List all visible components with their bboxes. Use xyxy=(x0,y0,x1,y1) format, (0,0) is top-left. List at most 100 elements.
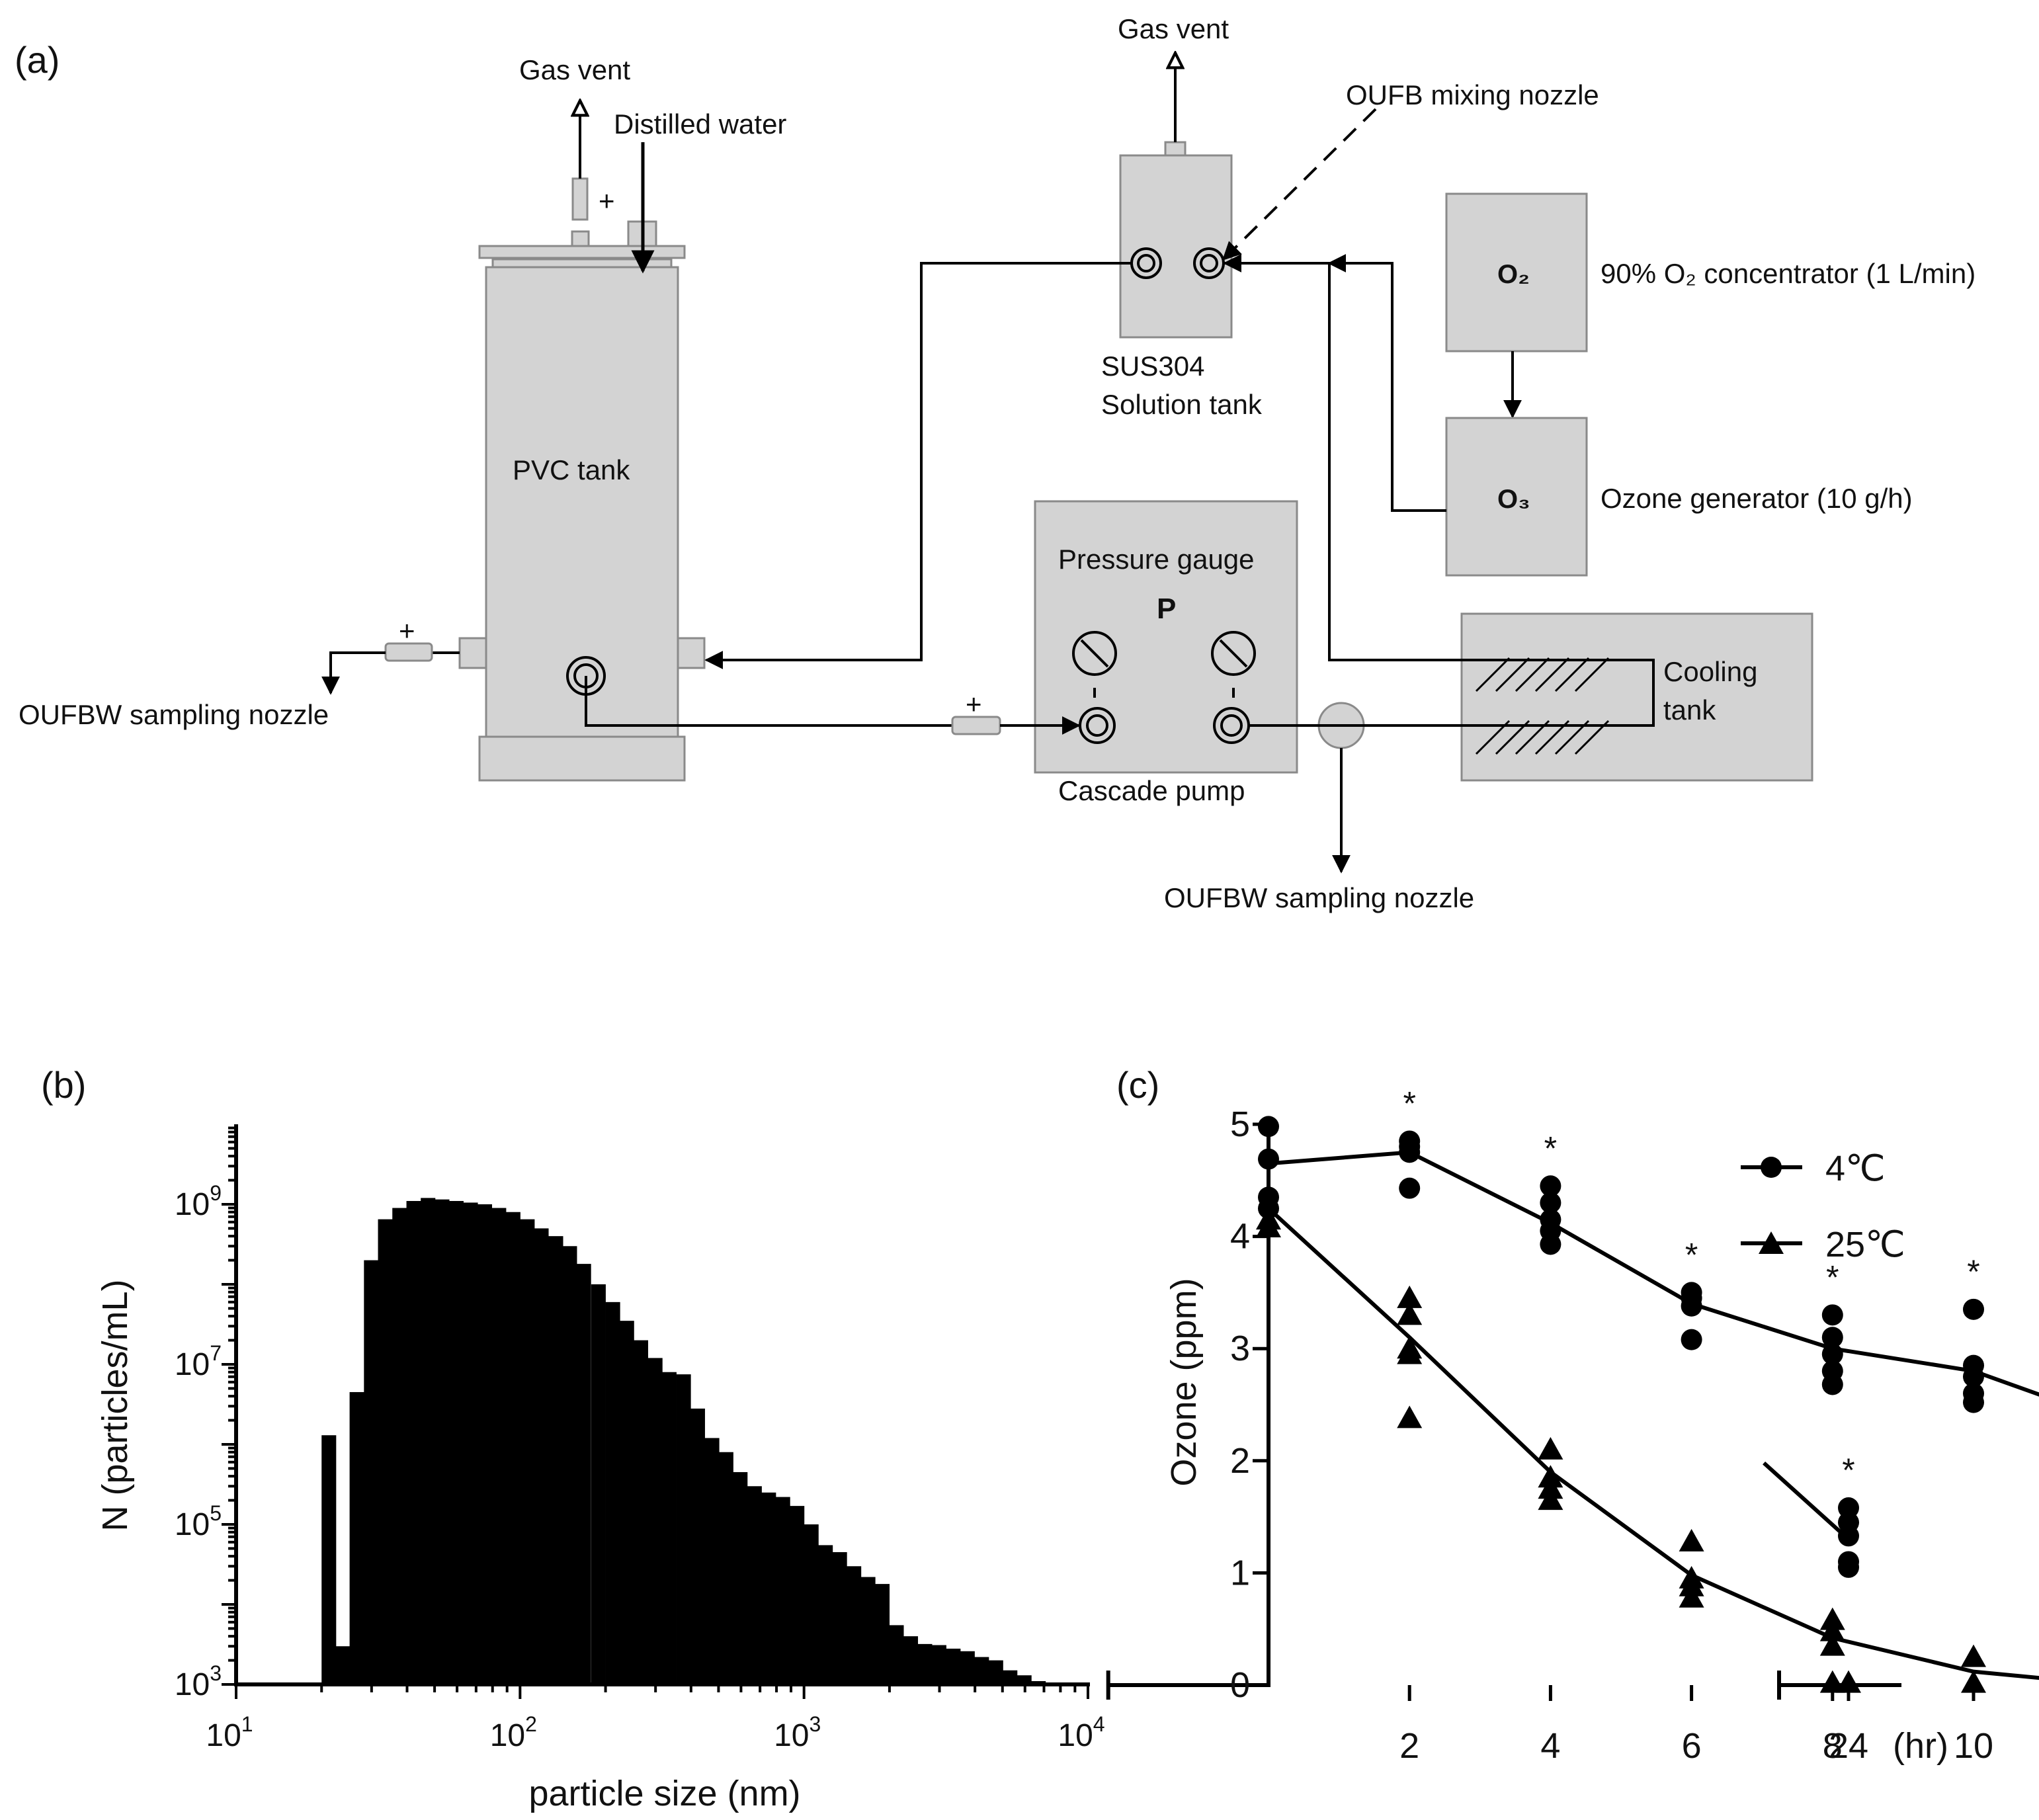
significance-star: * xyxy=(1826,1259,1839,1296)
tank-to-pump-pipe xyxy=(585,676,952,727)
ozone-feed-pipe xyxy=(1327,254,1446,512)
x-tick-label: 104 xyxy=(1058,1712,1104,1753)
solution-tank-label-1: SUS304 xyxy=(1101,351,1204,382)
data-point-4c xyxy=(1963,1298,1984,1320)
histogram-bar xyxy=(406,1200,421,1684)
data-point-4c xyxy=(1540,1233,1561,1255)
histogram-bar xyxy=(747,1486,762,1684)
data-point-4c xyxy=(1838,1497,1859,1519)
histogram-bar xyxy=(988,1660,1003,1684)
y-tick-label: 109 xyxy=(175,1181,222,1222)
histogram-bar xyxy=(520,1219,535,1684)
histogram-bar xyxy=(818,1545,833,1684)
y-tick-label: 103 xyxy=(175,1661,222,1702)
histogram-bar xyxy=(562,1246,577,1684)
histogram-bar xyxy=(974,1657,989,1684)
significance-star: * xyxy=(1544,1130,1557,1167)
histogram-bar xyxy=(832,1551,847,1684)
data-point-4c xyxy=(1681,1329,1702,1350)
o3-label: Ozone generator (10 g/h) xyxy=(1601,483,1913,514)
data-point-4c xyxy=(1540,1192,1561,1214)
y-axis-label: Ozone (ppm) xyxy=(1164,1278,1204,1486)
histogram-bar xyxy=(633,1340,648,1684)
legend-label-25c: 25℃ xyxy=(1825,1225,1905,1264)
cascade-pump: Pressure gauge P Cascade pump xyxy=(1034,500,1298,806)
data-point-4c xyxy=(1258,1116,1279,1138)
tick-labels: 2468101224012345 xyxy=(1230,1104,1993,1766)
x-tick-label: 6 xyxy=(1682,1726,1702,1766)
significance-star: * xyxy=(1403,1085,1415,1122)
data-point-4c xyxy=(1399,1141,1421,1163)
pvc-tank: + PVC tank xyxy=(458,177,706,782)
histogram-bar xyxy=(690,1408,705,1684)
pvc-tank-left-port xyxy=(458,637,487,669)
pressure-gauge-icon xyxy=(1211,631,1256,698)
histogram-bar xyxy=(1003,1670,1018,1684)
histogram-bar xyxy=(761,1492,776,1684)
histogram-bar xyxy=(534,1228,549,1684)
data-point-4c xyxy=(1821,1374,1843,1395)
gas-vent-top-label: Gas vent xyxy=(1118,13,1229,44)
panel-c-ozone-chart: (c) ******* 2468101224012345 Ozone (ppm)… xyxy=(1106,1064,2039,1766)
histogram-bar xyxy=(378,1219,393,1684)
data-point-25c xyxy=(1397,1341,1423,1364)
pvc-tank-base xyxy=(478,735,686,782)
histogram-bar xyxy=(576,1264,591,1684)
ozone-axes xyxy=(1106,1121,1976,1701)
pressure-gauge-icon xyxy=(1072,631,1117,698)
x-tick-label: 10 xyxy=(1954,1726,1993,1766)
y-tick-label: 107 xyxy=(175,1341,222,1382)
histogram-bar xyxy=(1017,1675,1032,1684)
vent-port xyxy=(571,230,590,247)
data-point-25c xyxy=(1819,1618,1845,1641)
histogram-bar xyxy=(349,1391,364,1684)
y-tick-label: 105 xyxy=(175,1501,222,1542)
legend-label-4c: 4℃ xyxy=(1825,1149,1886,1188)
histogram-bar xyxy=(421,1198,436,1684)
y-tick-label: 1 xyxy=(1230,1553,1250,1592)
o2-label: 90% O₂ concentrator (1 L/min) xyxy=(1601,258,1976,289)
pvc-tank-right-port xyxy=(677,637,706,669)
data-point-4c xyxy=(1821,1327,1843,1348)
histogram-bar xyxy=(505,1212,520,1684)
histogram-bar xyxy=(491,1208,507,1684)
histogram-bar xyxy=(903,1636,919,1684)
panel-b-label: (b) xyxy=(41,1064,86,1106)
gas-vent-left-label: Gas vent xyxy=(519,54,630,85)
histogram-bar xyxy=(321,1435,337,1684)
cascade-pump-label: Cascade pump xyxy=(1058,775,1245,806)
solution-tank: SUS304 Solution tank xyxy=(1101,141,1263,420)
distilled-water-label: Distilled water xyxy=(614,108,786,140)
significance-star: * xyxy=(1842,1452,1854,1489)
cooling-loop-pipe xyxy=(1249,263,1655,727)
o2-concentrator xyxy=(1445,192,1588,352)
x-tick-label: 2 xyxy=(1399,1726,1419,1766)
data-point-25c xyxy=(1397,1285,1423,1308)
pressure-gauge-label: Pressure gauge xyxy=(1058,544,1255,575)
histogram-bar xyxy=(860,1577,876,1684)
fit-lines xyxy=(1267,1150,2039,1680)
o2-symbol: O₂ xyxy=(1497,260,1530,289)
x-tick-label: 103 xyxy=(774,1712,821,1753)
histogram-bar xyxy=(619,1321,634,1684)
histogram-bar xyxy=(392,1208,407,1684)
data-point-25c xyxy=(1819,1670,1845,1693)
y-tick-label: 5 xyxy=(1230,1104,1250,1144)
pvc-tank-lid xyxy=(478,245,686,259)
solution-tank-port xyxy=(1164,141,1186,157)
histogram-bar xyxy=(718,1452,733,1684)
data-point-25c xyxy=(1679,1528,1704,1551)
data-point-25c xyxy=(1538,1487,1563,1510)
histogram-bar xyxy=(591,1284,606,1684)
fit-line-4c xyxy=(1763,1461,1851,1541)
cooling-tank-label-1: Cooling xyxy=(1663,656,1757,687)
histogram-bar xyxy=(364,1260,379,1684)
legend-triangle-marker xyxy=(1759,1231,1784,1254)
o3-symbol: O₃ xyxy=(1497,485,1530,514)
y-tick-label: 4 xyxy=(1230,1217,1250,1257)
histogram-bar xyxy=(647,1358,663,1684)
vent-valve xyxy=(571,177,589,221)
y-tick-label: 0 xyxy=(1230,1665,1250,1705)
data-point-4c xyxy=(1258,1148,1279,1170)
